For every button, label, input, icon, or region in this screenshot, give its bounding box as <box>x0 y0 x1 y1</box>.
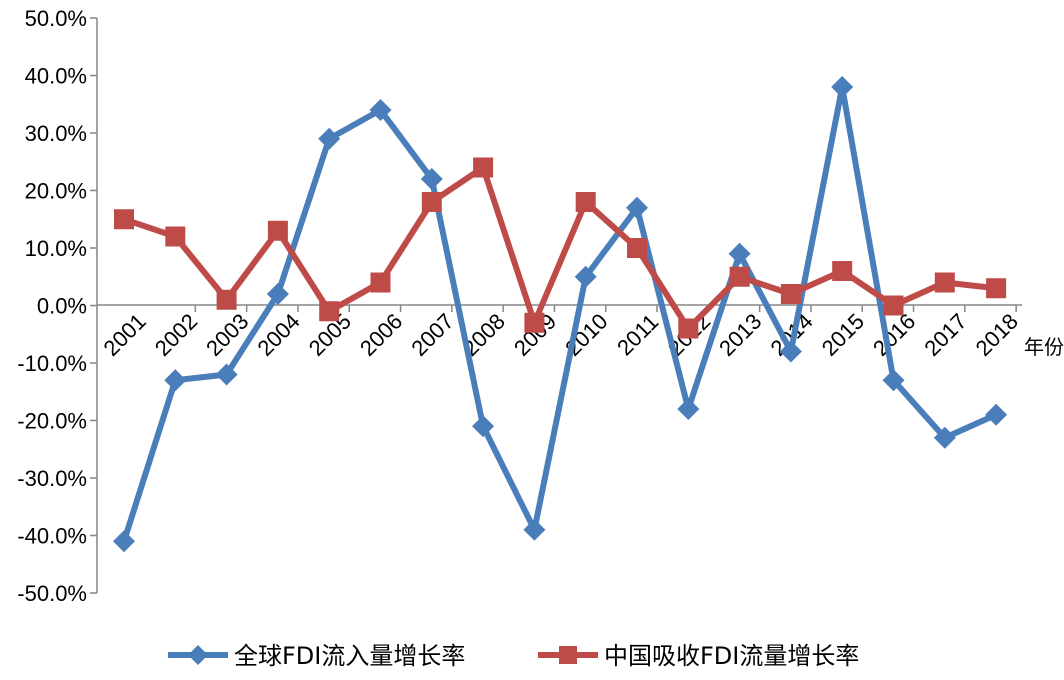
y-tick-label: -50.0% <box>17 581 87 606</box>
series-1 <box>113 76 1008 553</box>
data-point-diamond <box>420 168 443 190</box>
data-point-square <box>216 289 237 310</box>
data-point-square <box>883 295 904 316</box>
data-point-diamond <box>574 265 597 288</box>
data-point-square <box>319 301 340 322</box>
data-point-diamond <box>626 196 648 219</box>
y-tick-label: 40.0% <box>25 64 87 89</box>
data-point-diamond <box>779 340 802 363</box>
data-point-diamond <box>831 76 854 98</box>
data-point-square <box>421 192 442 212</box>
data-point-diamond <box>113 530 135 553</box>
data-point-square <box>627 238 647 258</box>
data-point-square <box>780 284 801 304</box>
legend-label: 全球FDI流入量增长率 <box>234 642 465 670</box>
legend-item-1: 全球FDI流入量增长率 <box>168 642 465 670</box>
y-tick-label: -40.0% <box>17 524 87 549</box>
data-point-diamond <box>472 415 495 438</box>
data-point-square <box>524 312 545 333</box>
x-tick-label: 2015 <box>817 309 869 361</box>
x-tick-label: 2018 <box>971 309 1023 361</box>
series-line <box>121 84 1000 545</box>
data-point-square <box>473 157 494 178</box>
series-2 <box>114 157 1007 339</box>
x-tick-label: 2017 <box>919 309 971 361</box>
legend-marker-square <box>559 646 577 664</box>
legend-label: 中国吸收FDI流量增长率 <box>604 642 859 670</box>
data-point-square <box>934 272 955 293</box>
legend: 全球FDI流入量增长率 中国吸收FDI流量增长率 <box>168 642 859 670</box>
data-point-diamond <box>933 426 956 449</box>
data-point-diamond <box>318 127 341 150</box>
y-tick-label: 20.0% <box>25 179 87 204</box>
y-tick-label: -30.0% <box>17 466 87 491</box>
data-point-square <box>729 266 750 287</box>
x-tick-label: 2007 <box>406 309 458 361</box>
data-point-square <box>370 272 391 293</box>
y-tick-label: -10.0% <box>17 351 87 376</box>
data-point-square <box>986 278 1007 299</box>
data-point-diamond <box>882 369 905 392</box>
data-point-diamond <box>369 99 392 121</box>
data-point-diamond <box>164 369 187 392</box>
legend-item-2: 中国吸收FDI流量增长率 <box>538 642 859 670</box>
y-tick-label: 30.0% <box>25 121 87 146</box>
series-layer <box>113 76 1008 553</box>
x-axis-unit-label: 年份 <box>1024 335 1064 359</box>
x-tick-label: 2003 <box>201 309 253 361</box>
y-axis: 50.0% 40.0% 30.0% 20.0% 10.0% 0.0% -10.0% -20.0… <box>17 6 98 606</box>
data-point-square <box>832 261 853 281</box>
data-point-diamond <box>266 283 289 305</box>
data-point-square <box>575 192 596 212</box>
data-point-diamond <box>215 363 238 386</box>
x-tick-label: 2011 <box>612 309 663 360</box>
x-tick-label: 2006 <box>355 309 407 361</box>
y-tick-label: -20.0% <box>17 409 87 434</box>
y-tick-label: 50.0% <box>25 6 87 31</box>
data-point-diamond <box>523 518 546 541</box>
data-point-diamond <box>728 242 751 265</box>
x-tick-label: 2002 <box>150 309 202 361</box>
x-tick-label: 2016 <box>868 309 920 361</box>
x-tick-label: 2001 <box>99 309 151 361</box>
data-point-square <box>267 220 288 241</box>
data-point-square <box>678 318 699 339</box>
data-point-square <box>114 209 134 230</box>
data-point-diamond <box>985 403 1008 426</box>
y-tick-label: 0.0% <box>37 294 87 319</box>
y-tick-label: 10.0% <box>25 236 87 261</box>
data-point-diamond <box>677 398 700 420</box>
data-point-square <box>165 226 186 247</box>
legend-marker-diamond <box>188 645 208 665</box>
